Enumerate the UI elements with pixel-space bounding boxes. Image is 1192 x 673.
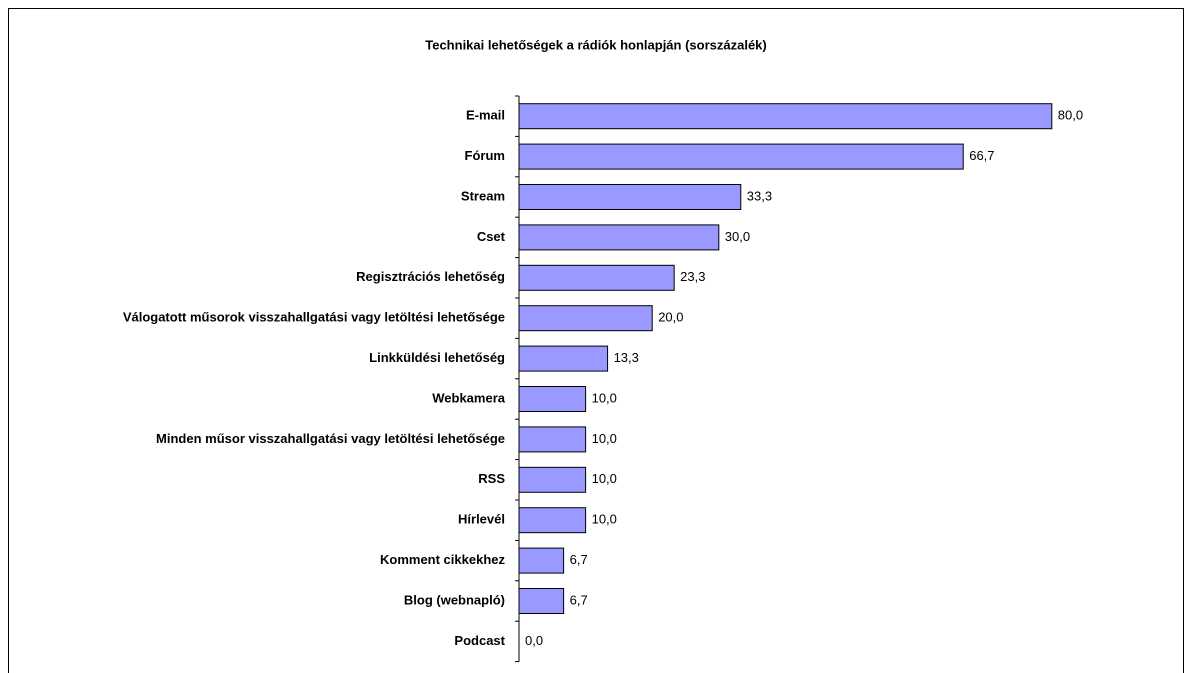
bar — [518, 264, 675, 291]
category-label: Minden műsor visszahallgatási vagy letöl… — [156, 431, 505, 446]
value-label: 10,0 — [592, 512, 617, 527]
value-label: 23,3 — [680, 269, 705, 284]
value-label: 30,0 — [725, 229, 750, 244]
chart-title: Technikai lehetőségek a rádiók honlapján… — [425, 37, 767, 52]
value-label: 6,7 — [570, 552, 588, 567]
category-label: Komment cikkekhez — [380, 552, 505, 567]
bar — [518, 547, 565, 574]
bar — [518, 184, 742, 210]
value-label: 20,0 — [658, 310, 683, 325]
category-label: Regisztrációs lehetőség — [356, 269, 505, 284]
bar — [518, 143, 964, 170]
category-label: E-mail — [466, 108, 505, 123]
bar — [518, 386, 587, 412]
category-label: Blog (webnapló) — [404, 592, 505, 607]
bar — [518, 345, 609, 372]
bar — [518, 466, 587, 493]
bar — [518, 305, 653, 332]
category-label: Podcast — [454, 633, 505, 648]
bar — [518, 507, 587, 534]
value-label: 66,7 — [969, 148, 994, 163]
category-label: Fórum — [465, 148, 505, 163]
bar — [518, 426, 587, 453]
value-label: 10,0 — [592, 390, 617, 405]
category-label: Hírlevél — [458, 512, 505, 527]
category-label: Linkküldési lehetőség — [369, 350, 505, 365]
category-label: Stream — [461, 188, 505, 203]
value-label: 10,0 — [592, 431, 617, 446]
value-label: 6,7 — [570, 592, 588, 607]
category-label: Válogatott műsorok visszahallgatási vagy… — [123, 310, 505, 325]
value-label: 13,3 — [614, 350, 639, 365]
category-label: Cset — [477, 229, 506, 244]
category-label: Webkamera — [432, 390, 506, 405]
value-label: 33,3 — [747, 188, 772, 203]
value-label: 0,0 — [525, 633, 543, 648]
chart-border — [8, 8, 1184, 673]
value-label: 80,0 — [1058, 108, 1083, 123]
bar — [518, 588, 565, 614]
category-label: RSS — [478, 471, 505, 486]
bar — [518, 224, 720, 251]
value-label: 10,0 — [592, 471, 617, 486]
bar — [518, 103, 1053, 130]
